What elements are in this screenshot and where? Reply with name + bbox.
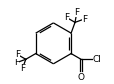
Text: O: O (77, 73, 84, 82)
Text: F: F (81, 15, 86, 24)
Text: F: F (20, 64, 25, 73)
Text: F: F (14, 58, 19, 67)
Text: Cl: Cl (92, 55, 101, 64)
Text: F: F (74, 8, 79, 17)
Text: F: F (63, 13, 69, 22)
Text: F: F (15, 50, 20, 59)
